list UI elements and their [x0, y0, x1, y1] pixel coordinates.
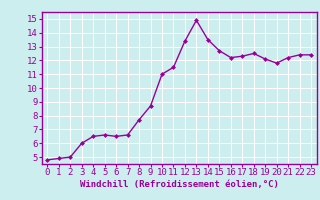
X-axis label: Windchill (Refroidissement éolien,°C): Windchill (Refroidissement éolien,°C): [80, 180, 279, 189]
